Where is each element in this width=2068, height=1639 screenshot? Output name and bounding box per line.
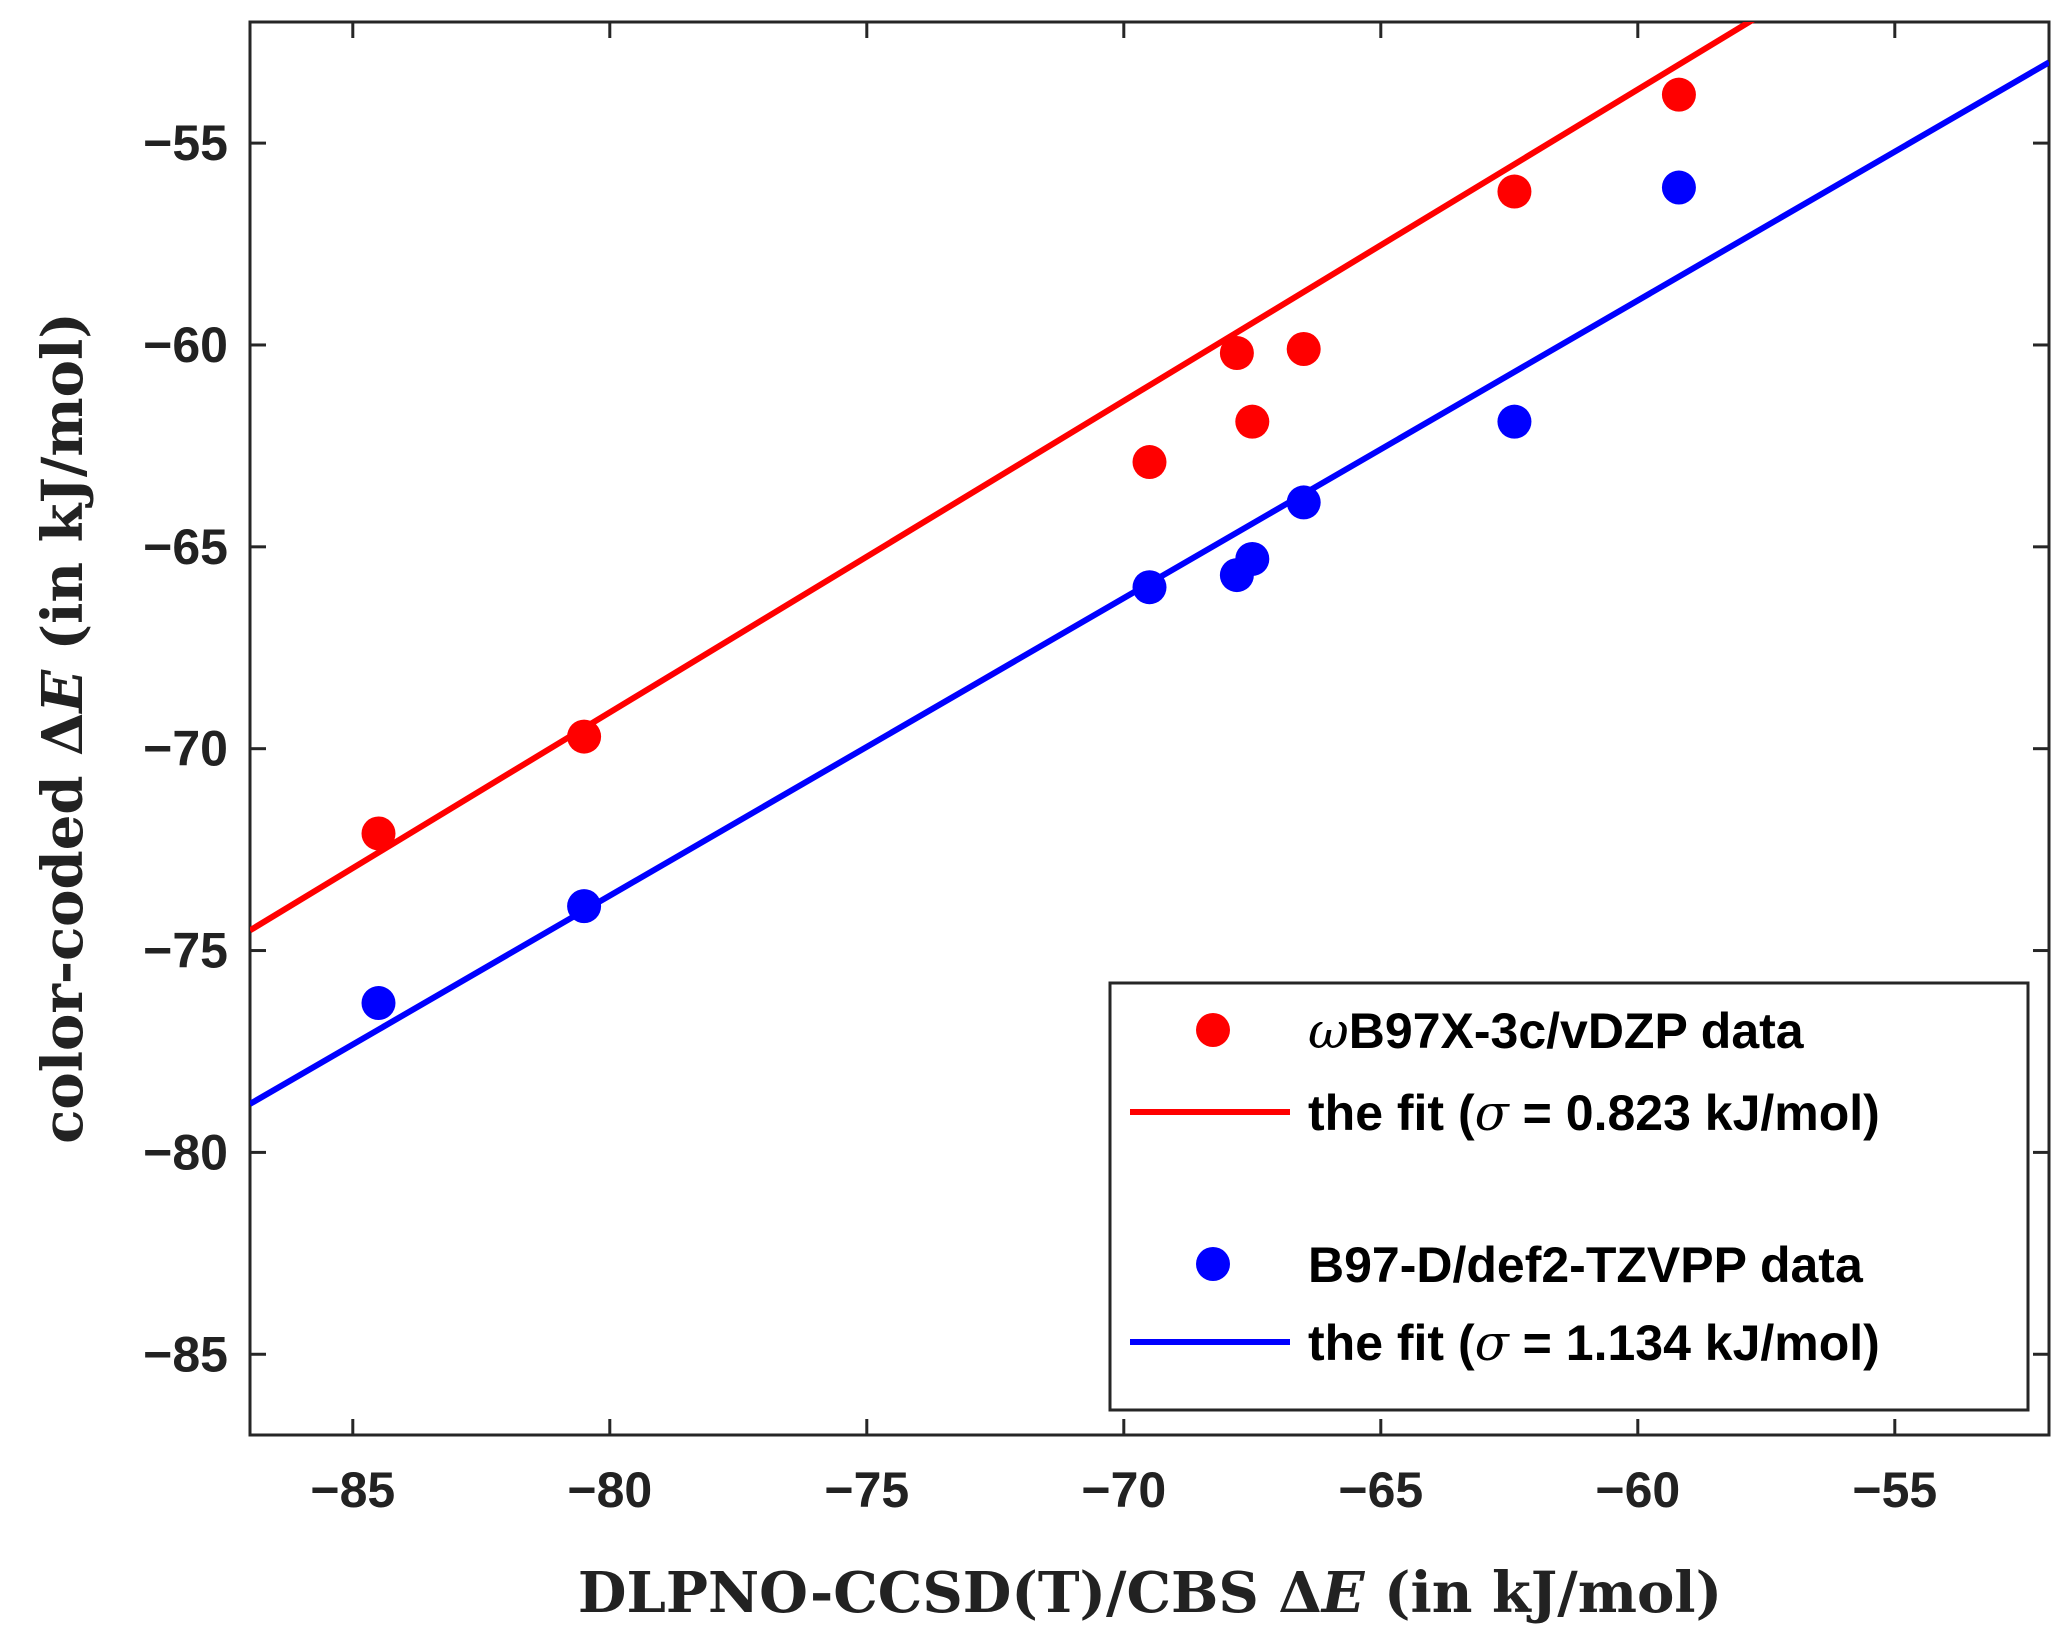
data-point-series-1 (1219, 336, 1254, 371)
data-point-series-2 (1497, 404, 1532, 439)
y-tick-label: −55 (143, 115, 228, 171)
y-tick-label: −75 (143, 923, 228, 979)
y-tick-label: −70 (143, 721, 228, 777)
data-point-series-1 (1497, 174, 1532, 209)
data-point-series-2 (1235, 541, 1270, 576)
x-tick-label: −75 (824, 1462, 909, 1518)
x-tick-label: −70 (1081, 1462, 1166, 1518)
x-tick-label: −60 (1595, 1462, 1680, 1518)
data-point-series-2 (1286, 485, 1321, 520)
legend-fit-label-series-1: the fit (σ = 0.823 kJ/mol) (1308, 1084, 1880, 1142)
data-point-series-2 (567, 889, 602, 924)
y-tick-label: −85 (143, 1326, 228, 1382)
data-points (361, 77, 1696, 1021)
data-point-series-1 (567, 719, 602, 754)
data-point-series-2 (361, 986, 396, 1021)
tick-labels: −85 −80 −75 −70 −65 −60 −55 −55 −60 −65 −70 −75 −80 −… (143, 115, 1937, 1518)
x-axis-label: DLPNO-CCSD(T)/CBS ΔE (in kJ/mol) (578, 1560, 1722, 1626)
legend-label-series-1: ωB97X-3c/vDZP data (1308, 1002, 1805, 1060)
legend: ωB97X-3c/vDZP data the fit (σ = 0.823 kJ… (1108, 981, 2030, 1412)
data-point-series-1 (361, 816, 396, 851)
legend-marker-series-2 (1196, 1247, 1230, 1281)
x-tick-label: −55 (1852, 1462, 1937, 1518)
fit-line-series-1 (250, 22, 1755, 933)
legend-label-series-2: B97-D/def2-TZVPP data (1308, 1237, 1864, 1293)
legend-marker-series-1 (1196, 1013, 1230, 1047)
data-point-series-2 (1661, 170, 1696, 205)
y-tick-label: −80 (143, 1124, 228, 1180)
x-tick-label: −85 (310, 1462, 395, 1518)
tick-marks (250, 22, 2049, 1435)
legend-fit-label-series-2: the fit (σ = 1.134 kJ/mol) (1308, 1314, 1880, 1372)
y-tick-label: −65 (143, 519, 228, 575)
data-point-series-2 (1132, 570, 1167, 605)
y-axis-label: color-coded ΔE (in kJ/mol) (30, 312, 96, 1143)
legend-box (1108, 981, 2030, 1412)
data-point-series-1 (1132, 445, 1167, 480)
y-tick-label: −60 (143, 317, 228, 373)
data-point-series-1 (1661, 77, 1696, 112)
x-tick-label: −80 (567, 1462, 652, 1518)
x-tick-label: −65 (1338, 1462, 1423, 1518)
data-point-series-1 (1235, 404, 1270, 439)
data-point-series-1 (1286, 332, 1321, 367)
